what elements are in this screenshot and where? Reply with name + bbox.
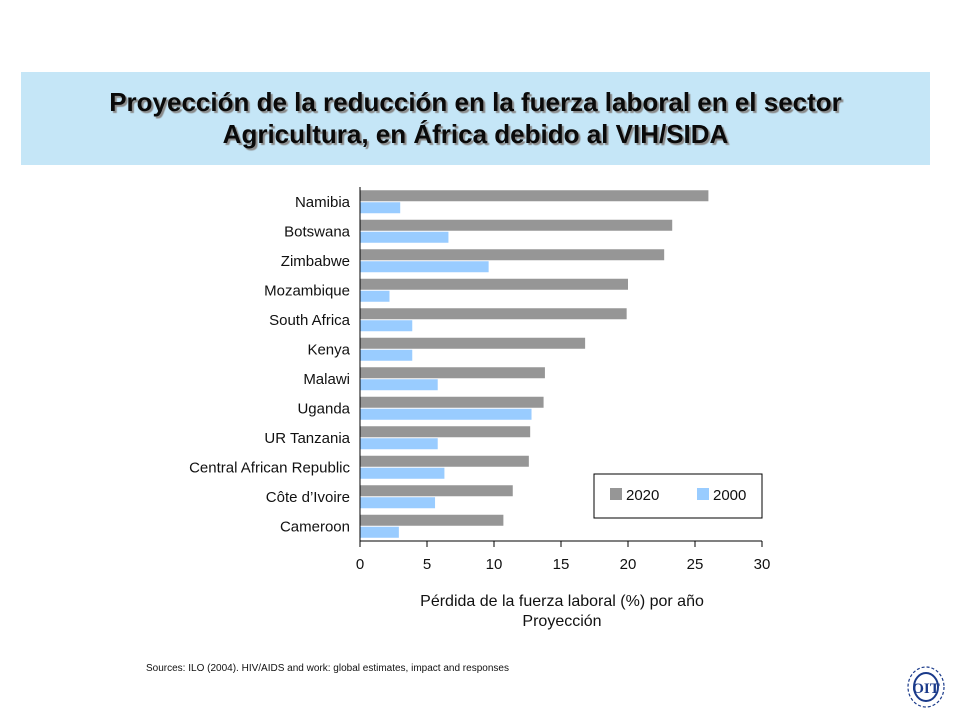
bar-2000 — [360, 497, 436, 509]
bar-2000 — [360, 438, 438, 450]
logo-text: OIT — [912, 681, 940, 697]
bar-2020 — [360, 249, 665, 261]
category-label: Central African Republic — [189, 459, 350, 476]
category-label: Cameroon — [280, 518, 350, 535]
category-label: Mozambique — [264, 282, 350, 299]
bar-2000 — [360, 349, 413, 361]
bar-2000 — [360, 408, 532, 420]
bar-2020 — [360, 219, 673, 231]
bar-2000 — [360, 202, 401, 214]
bar-2020 — [360, 278, 628, 290]
bar-2020 — [360, 455, 529, 467]
title-band — [21, 72, 930, 165]
category-label: Zimbabwe — [281, 253, 350, 270]
category-label: Malawi — [303, 371, 350, 388]
bar-2000 — [360, 261, 489, 273]
x-tick-label: 30 — [754, 556, 771, 573]
bar-2020 — [360, 337, 586, 349]
x-tick-label: 0 — [356, 556, 364, 573]
bar-2000 — [360, 467, 445, 479]
category-label: UR Tanzania — [264, 430, 350, 447]
ilo-logo-icon: OIT — [907, 666, 945, 708]
chart-title-line-1: Proyección de la reducción en la fuerza … — [109, 87, 842, 117]
legend-box — [593, 473, 763, 519]
bar-2020 — [360, 396, 544, 408]
chart-title: Proyección de la reducción en la fuerza … — [21, 86, 930, 150]
x-tick-label: 20 — [620, 556, 637, 573]
legend-swatch-2020 — [610, 488, 622, 500]
bar-2020 — [360, 308, 627, 320]
category-label: Côte d’Ivoire — [266, 489, 350, 506]
bar-2000 — [360, 290, 390, 302]
x-axis-label-secondary: Proyección — [522, 613, 602, 630]
category-label: Namibia — [295, 194, 351, 211]
category-label: Botswana — [284, 223, 351, 240]
x-tick-label: 25 — [687, 556, 704, 573]
legend-label-2000: 2000 — [713, 487, 746, 504]
source-note: Sources: ILO (2004). HIV/AIDS and work: … — [146, 663, 509, 674]
legend-swatch-2000 — [697, 488, 709, 500]
chart-title-line-2: Agricultura, en África debido al VIH/SID… — [222, 119, 729, 149]
category-label: South Africa — [269, 312, 351, 329]
x-tick-label: 5 — [423, 556, 431, 573]
bar-2020 — [360, 485, 513, 497]
bar-2000 — [360, 231, 449, 243]
bar-2000 — [360, 379, 438, 391]
bar-2000 — [360, 526, 399, 538]
x-tick-label: 10 — [486, 556, 503, 573]
category-label: Kenya — [307, 341, 350, 358]
bar-2020 — [360, 367, 545, 379]
legend-label-2020: 2020 — [626, 487, 659, 504]
bar-2020 — [360, 190, 709, 202]
x-axis-label: Pérdida de la fuerza laboral (%) por año — [420, 593, 704, 610]
bar-2000 — [360, 320, 413, 332]
bar-2020 — [360, 426, 531, 438]
x-tick-label: 15 — [553, 556, 570, 573]
category-label: Uganda — [297, 400, 350, 417]
bar-2020 — [360, 514, 504, 526]
